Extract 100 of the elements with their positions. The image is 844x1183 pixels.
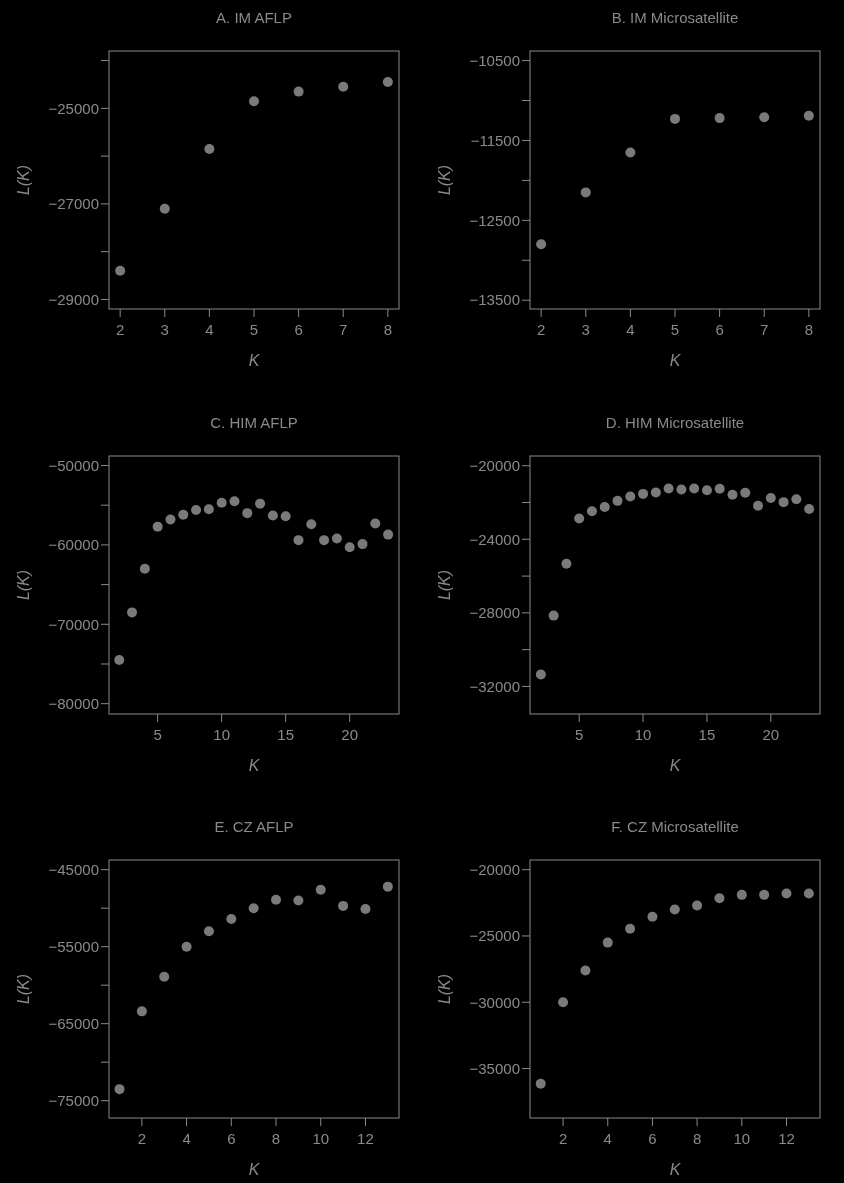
x-tick-label: 8 (383, 321, 393, 338)
point (181, 941, 192, 952)
point (714, 483, 725, 494)
x-tick-label: 5 (670, 321, 680, 338)
point (612, 495, 623, 506)
point (338, 81, 349, 92)
x-axis-title: K (248, 352, 261, 369)
point (669, 904, 680, 915)
x-tick-label: 2 (137, 1130, 147, 1147)
x-tick-label: 2 (558, 1130, 568, 1147)
x-tick-label: 6 (294, 321, 303, 338)
y-axis-title: L(K) (15, 569, 32, 601)
x-axis-title: K (669, 352, 682, 369)
x-tick-label: 6 (227, 1130, 236, 1147)
y-tick-label: −35000 (469, 1059, 520, 1077)
y-tick-label: −55000 (48, 937, 99, 955)
point (357, 539, 368, 550)
point (226, 913, 237, 924)
y-axis-title: L(K) (436, 569, 453, 601)
point (178, 509, 189, 520)
point (689, 483, 700, 494)
x-tick-label: 6 (715, 321, 724, 338)
x-tick-label: 10 (733, 1130, 751, 1147)
y-tick-label: −24000 (469, 530, 520, 548)
point (663, 483, 674, 494)
point (701, 485, 712, 496)
point (306, 519, 317, 530)
chart-title: C. HIM AFLP (210, 414, 298, 431)
x-axis-title: K (248, 1161, 261, 1178)
point (165, 514, 176, 525)
x-tick-label: 3 (160, 321, 169, 338)
point (114, 655, 125, 666)
y-tick-label: −20000 (469, 860, 520, 878)
point (152, 521, 163, 532)
y-tick-label: −75000 (48, 1091, 99, 1109)
y-tick-label: −25000 (469, 927, 520, 945)
point (127, 607, 138, 618)
point (255, 498, 266, 509)
point (602, 937, 613, 948)
x-tick-label: 4 (603, 1130, 612, 1147)
point (216, 497, 227, 508)
point (271, 894, 282, 905)
point (804, 503, 815, 514)
y-axis-title: L(K) (15, 973, 32, 1005)
x-tick-label: 15 (698, 726, 716, 743)
y-tick-label: −13500 (469, 291, 520, 309)
x-tick-label: 10 (213, 726, 231, 743)
point (370, 518, 381, 529)
point (625, 923, 636, 934)
point (650, 487, 661, 498)
point (574, 513, 585, 524)
point (561, 558, 572, 569)
point (344, 542, 355, 553)
y-tick-label: −27000 (48, 195, 99, 213)
x-tick-label: 6 (648, 1130, 657, 1147)
chart-title: E. CZ AFLP (214, 818, 294, 835)
x-tick-label: 2 (536, 321, 546, 338)
x-tick-label: 3 (581, 321, 590, 338)
y-tick-label: −65000 (48, 1014, 99, 1032)
y-tick-label: −20000 (469, 457, 520, 474)
point (625, 147, 636, 158)
point (791, 494, 802, 505)
x-tick-label: 8 (692, 1130, 702, 1147)
x-tick-label: 7 (760, 321, 769, 338)
point (136, 1006, 147, 1017)
point (676, 484, 687, 495)
point (647, 911, 658, 922)
chart-title: F. CZ Microsatellite (611, 818, 739, 835)
y-tick-label: −10500 (469, 51, 520, 69)
point (599, 501, 610, 512)
x-tick-label: 5 (153, 726, 162, 743)
point (293, 86, 304, 97)
y-tick-label: −30000 (469, 993, 520, 1011)
point (759, 112, 770, 123)
point (740, 487, 751, 498)
point (727, 489, 738, 500)
x-tick-label: 20 (762, 726, 780, 743)
x-tick-label: 5 (575, 726, 584, 743)
point (319, 535, 330, 546)
x-axis-title: K (669, 1161, 682, 1178)
x-tick-label: 12 (357, 1130, 374, 1147)
point (736, 889, 747, 900)
point (803, 888, 814, 899)
x-tick-label: 4 (182, 1130, 191, 1147)
x-tick-label: 2 (115, 321, 125, 338)
point (249, 96, 259, 107)
point (670, 113, 680, 124)
point (383, 529, 394, 540)
y-tick-label: −60000 (48, 536, 99, 554)
chart-title: B. IM Microsatellite (611, 9, 739, 26)
point (548, 610, 559, 621)
y-tick-label: −11500 (470, 131, 520, 149)
point (139, 563, 150, 574)
point (714, 893, 725, 904)
point (159, 971, 170, 982)
point (114, 1084, 125, 1095)
point (204, 143, 215, 154)
y-axis-title: L(K) (15, 164, 32, 196)
x-tick-label: 7 (339, 321, 348, 338)
chart-title: A. IM AFLP (216, 9, 292, 26)
